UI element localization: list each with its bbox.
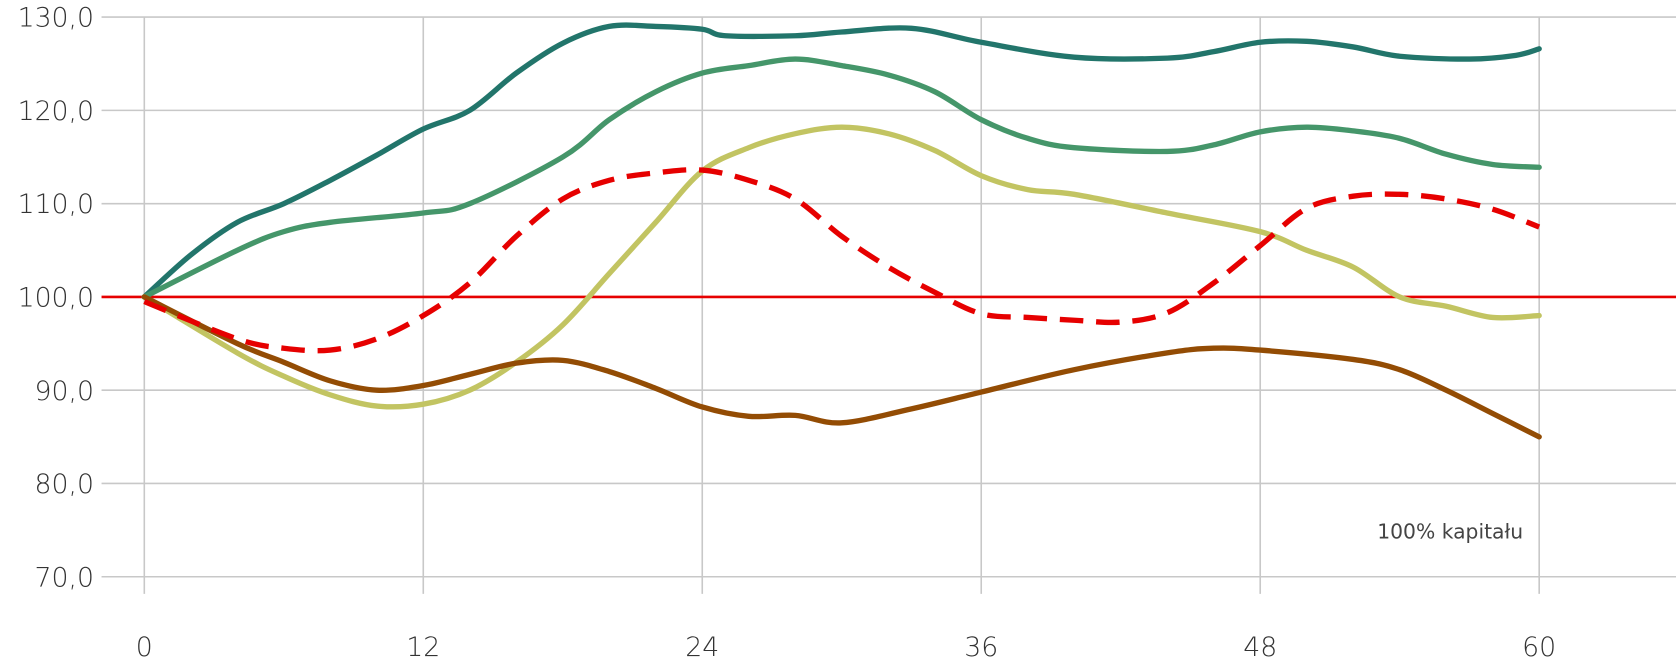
- series-line-2: [141, 56, 1542, 300]
- annotation-100-percent-capital: 100% kapitału: [1377, 519, 1523, 543]
- y-tick-label: 130,0: [18, 3, 94, 34]
- y-tick-label: 100,0: [18, 283, 94, 314]
- x-axis: 0 12 24 36 48 60: [136, 632, 1556, 659]
- series-lines: [101, 22, 1676, 440]
- y-tick-label: 70,0: [35, 562, 94, 593]
- series-line-1: [141, 22, 1542, 300]
- x-tick-label: 60: [1522, 632, 1556, 659]
- series-line-4: [141, 294, 1542, 440]
- series-line-5: [143, 167, 1541, 354]
- y-tick-label: 110,0: [18, 189, 94, 220]
- y-tick-label: 90,0: [35, 376, 94, 407]
- x-tick-label: 12: [406, 632, 440, 659]
- y-axis: 130,0 120,0 110,0 100,0 90,0 80,0 70,0: [18, 3, 94, 594]
- series-line-3: [141, 124, 1542, 410]
- x-tick-label: 36: [964, 632, 998, 659]
- y-tick-label: 80,0: [35, 469, 94, 500]
- grid: [101, 16, 1676, 594]
- x-tick-label: 24: [685, 632, 719, 659]
- y-tick-label: 120,0: [18, 96, 94, 127]
- x-tick-label: 0: [136, 632, 153, 659]
- x-tick-label: 48: [1243, 632, 1277, 659]
